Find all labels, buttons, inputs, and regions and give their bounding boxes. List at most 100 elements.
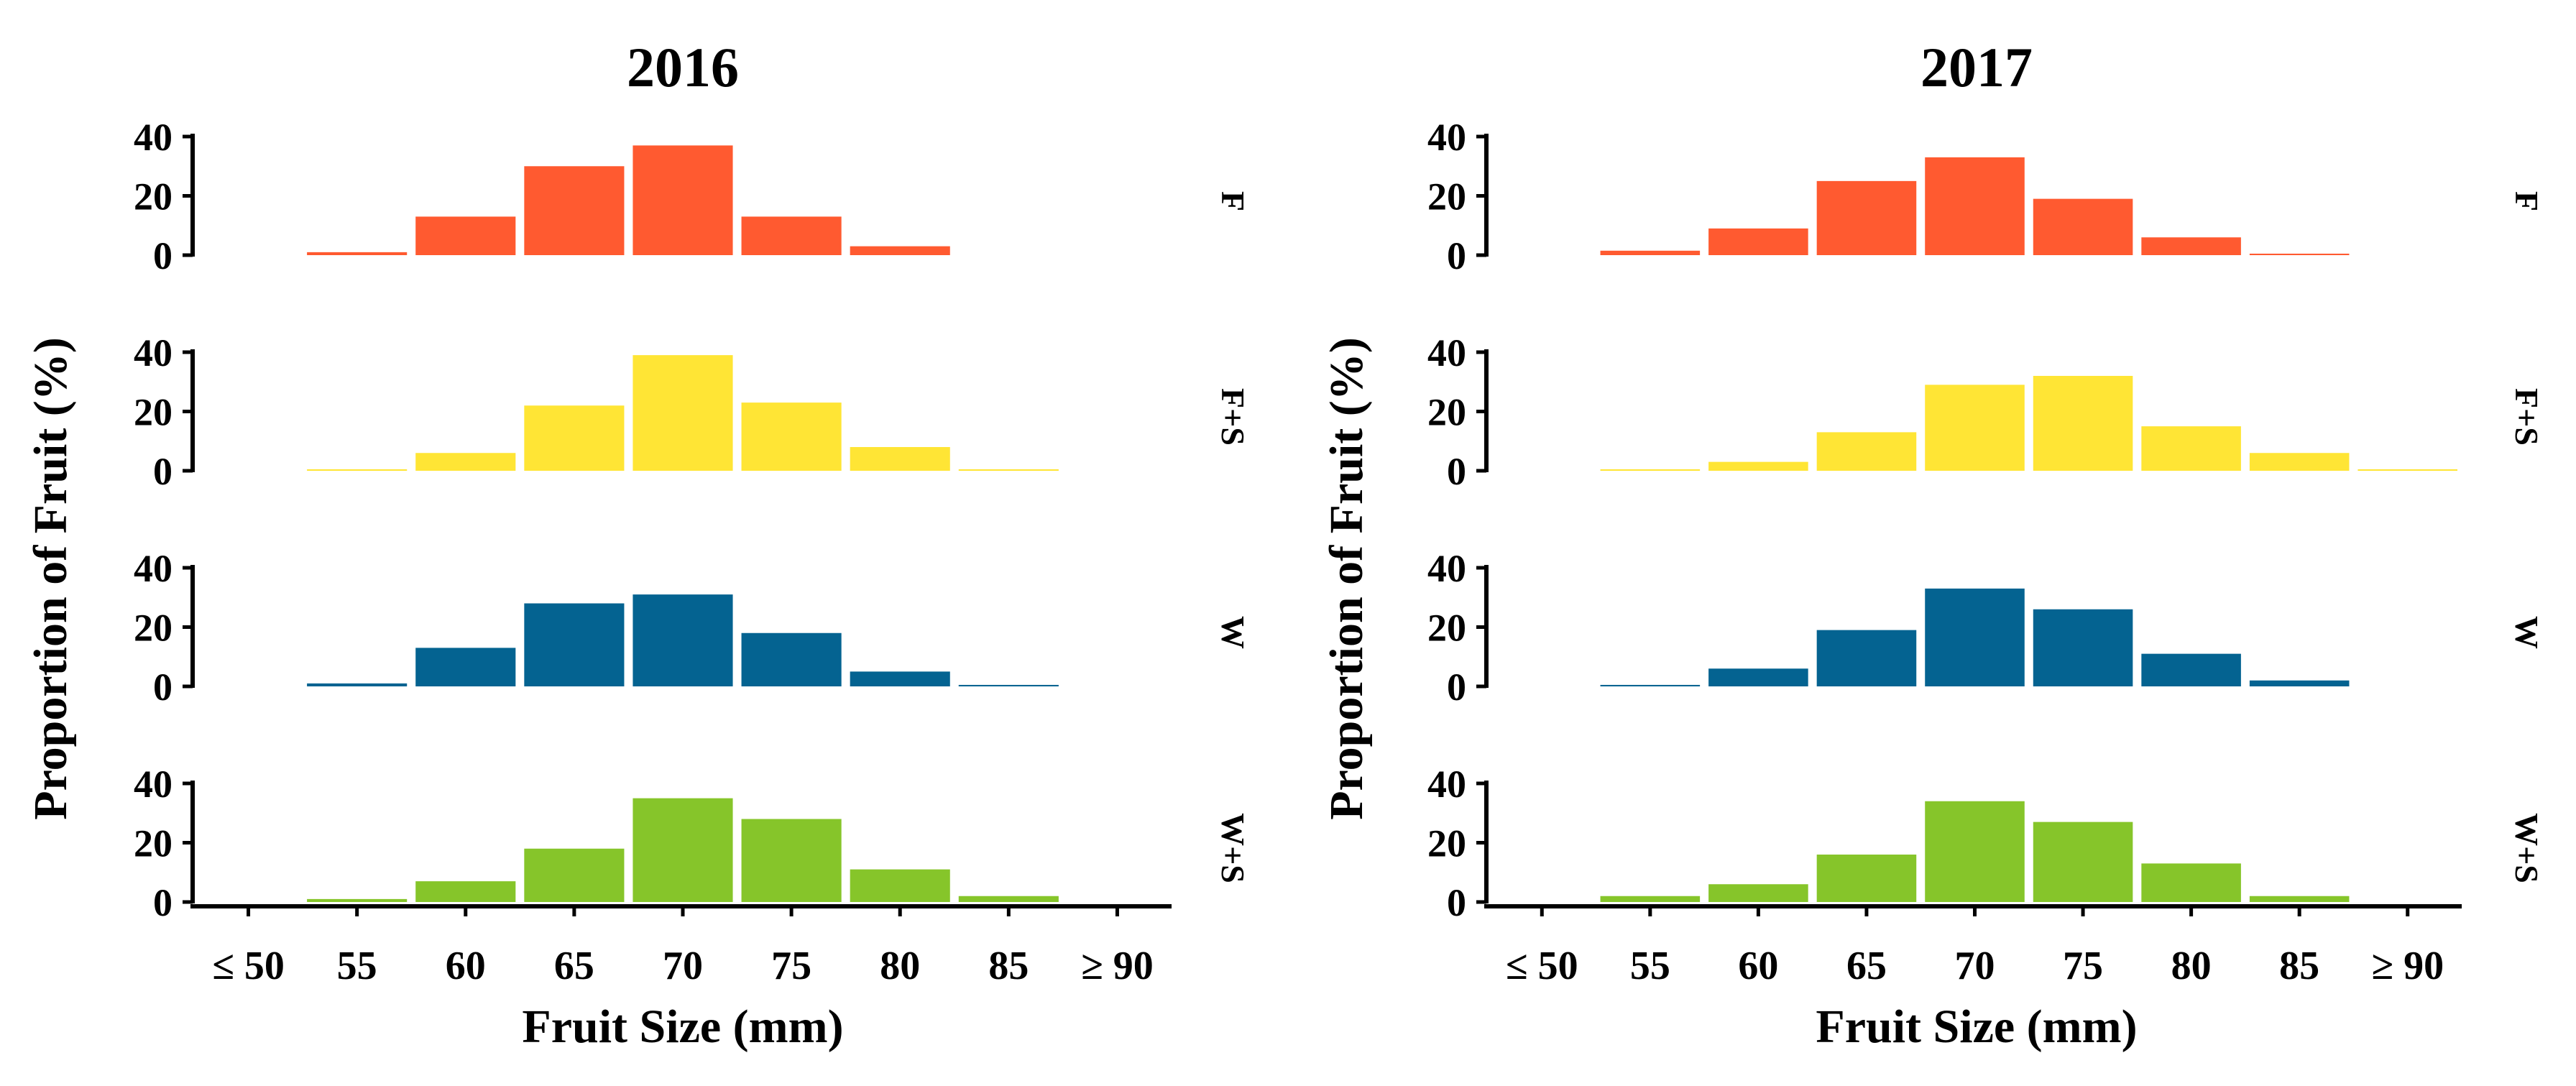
x-tick-label: 70 bbox=[1955, 944, 1995, 988]
bar-F+S-3 bbox=[524, 405, 625, 471]
bar-F+S-4 bbox=[1925, 385, 2025, 471]
bar-F-6 bbox=[2141, 237, 2241, 255]
y-tick-label: 40 bbox=[134, 331, 172, 374]
y-tick-label: 20 bbox=[134, 391, 172, 434]
bar-W-7 bbox=[2249, 680, 2350, 686]
y-tick-label: 40 bbox=[134, 116, 172, 159]
facet-W+S: 0 20 40 W+S bbox=[1427, 763, 2545, 924]
bar-W+S-5 bbox=[2033, 822, 2133, 902]
x-axis-label: Fruit Size (mm) bbox=[1816, 1000, 2137, 1053]
bar-F-4 bbox=[1925, 157, 2025, 255]
y-axis-label: Proportion of Fruit (%) bbox=[1320, 337, 1373, 820]
x-tick-label: 65 bbox=[1846, 944, 1887, 988]
x-tick-label: ≤ 50 bbox=[1506, 944, 1578, 988]
facet-F: 0 20 40 F bbox=[1427, 116, 2545, 277]
bar-W-2 bbox=[415, 648, 516, 686]
y-tick-label: 0 bbox=[153, 450, 172, 493]
y-tick-label: 0 bbox=[1447, 234, 1466, 277]
bar-F-3 bbox=[1816, 180, 1917, 255]
bar-W-2 bbox=[1708, 668, 1808, 686]
bar-W+S-5 bbox=[741, 819, 842, 902]
bar-W+S-3 bbox=[524, 848, 625, 902]
y-tick-label: 0 bbox=[1447, 881, 1466, 924]
y-tick-label: 20 bbox=[134, 607, 172, 650]
panel-2017: 2017 Proportion of Fruit (%) 0 20 40 F 0 20 40 F+… bbox=[1320, 36, 2545, 1053]
facet-F: 0 20 40 F bbox=[134, 116, 1251, 277]
y-tick-label: 0 bbox=[153, 881, 172, 924]
bar-F+S-1 bbox=[1600, 469, 1701, 471]
bar-F+S-6 bbox=[850, 447, 950, 471]
panel-title: 2017 bbox=[1920, 36, 2033, 98]
x-axis-label: Fruit Size (mm) bbox=[522, 1000, 843, 1053]
panel-2016: 2016 Proportion of Fruit (%) 0 20 40 F 0 20 40 F+… bbox=[24, 36, 1251, 1053]
facet-label: W+S bbox=[1215, 813, 1251, 883]
bar-F+S-5 bbox=[2033, 376, 2133, 471]
bar-F-3 bbox=[524, 166, 625, 255]
x-tick-label: 60 bbox=[446, 944, 486, 988]
x-tick-label: 80 bbox=[2171, 944, 2212, 988]
facet-F+S: 0 20 40 F+S bbox=[1427, 331, 2545, 493]
bar-W+S-2 bbox=[415, 881, 516, 902]
y-tick-label: 20 bbox=[134, 822, 172, 865]
bar-F-1 bbox=[1600, 250, 1701, 255]
y-tick-label: 20 bbox=[1427, 607, 1466, 650]
x-tick-label: ≥ 90 bbox=[1081, 944, 1154, 988]
bar-F-2 bbox=[415, 216, 516, 255]
x-tick-label: 55 bbox=[337, 944, 377, 988]
x-tick-label: 75 bbox=[2063, 944, 2103, 988]
bar-W+S-1 bbox=[1600, 896, 1701, 902]
bar-W-1 bbox=[1600, 684, 1701, 686]
y-tick-label: 0 bbox=[153, 234, 172, 277]
bar-W-3 bbox=[524, 603, 625, 686]
facet-label: F bbox=[2508, 191, 2545, 211]
bar-F-5 bbox=[2033, 198, 2133, 255]
x-tick-label: 75 bbox=[771, 944, 811, 988]
y-tick-label: 20 bbox=[134, 175, 172, 218]
bar-F+S-2 bbox=[415, 453, 516, 471]
y-tick-label: 40 bbox=[134, 763, 172, 806]
x-tick-label: 85 bbox=[988, 944, 1029, 988]
x-tick-label: 55 bbox=[1630, 944, 1670, 988]
bar-F+S-4 bbox=[632, 355, 733, 471]
x-tick-label: 65 bbox=[554, 944, 594, 988]
y-tick-label: 0 bbox=[1447, 666, 1466, 709]
bar-W-5 bbox=[741, 632, 842, 686]
bar-F+S-8 bbox=[2358, 469, 2457, 471]
bar-W-4 bbox=[632, 594, 733, 686]
bar-W+S-4 bbox=[632, 798, 733, 902]
y-tick-label: 20 bbox=[1427, 822, 1466, 865]
bar-W+S-1 bbox=[307, 898, 408, 902]
y-tick-label: 40 bbox=[1427, 763, 1466, 806]
y-tick-label: 0 bbox=[153, 666, 172, 709]
facet-W: 0 20 40 W bbox=[1427, 547, 2545, 709]
facet-W: 0 20 40 W bbox=[134, 547, 1251, 709]
bar-W+S-2 bbox=[1708, 884, 1808, 902]
bar-W-3 bbox=[1816, 630, 1917, 686]
bar-F+S-6 bbox=[2141, 426, 2241, 471]
bar-F+S-5 bbox=[741, 402, 842, 471]
bar-F-5 bbox=[741, 216, 842, 255]
x-tick-label: 60 bbox=[1738, 944, 1778, 988]
bar-F-2 bbox=[1708, 228, 1808, 255]
facet-F+S: 0 20 40 F+S bbox=[134, 331, 1251, 493]
y-tick-label: 40 bbox=[134, 547, 172, 590]
bar-F-1 bbox=[307, 252, 408, 255]
bar-W+S-6 bbox=[850, 869, 950, 902]
bar-W-1 bbox=[307, 683, 408, 686]
y-axis-label: Proportion of Fruit (%) bbox=[24, 337, 77, 820]
y-tick-label: 40 bbox=[1427, 116, 1466, 159]
x-tick-label: 80 bbox=[880, 944, 920, 988]
y-tick-label: 40 bbox=[1427, 331, 1466, 374]
x-tick-label: ≥ 90 bbox=[2371, 944, 2444, 988]
x-tick-label: ≤ 50 bbox=[212, 944, 285, 988]
bar-F-6 bbox=[850, 246, 950, 255]
bar-W-7 bbox=[958, 684, 1059, 686]
bar-F+S-1 bbox=[307, 469, 408, 471]
facet-label: W bbox=[1215, 616, 1251, 649]
bar-W-4 bbox=[1925, 588, 2025, 686]
x-tick-label: 70 bbox=[663, 944, 703, 988]
facet-label: W bbox=[2508, 616, 2545, 649]
facet-label: W+S bbox=[2508, 813, 2545, 883]
